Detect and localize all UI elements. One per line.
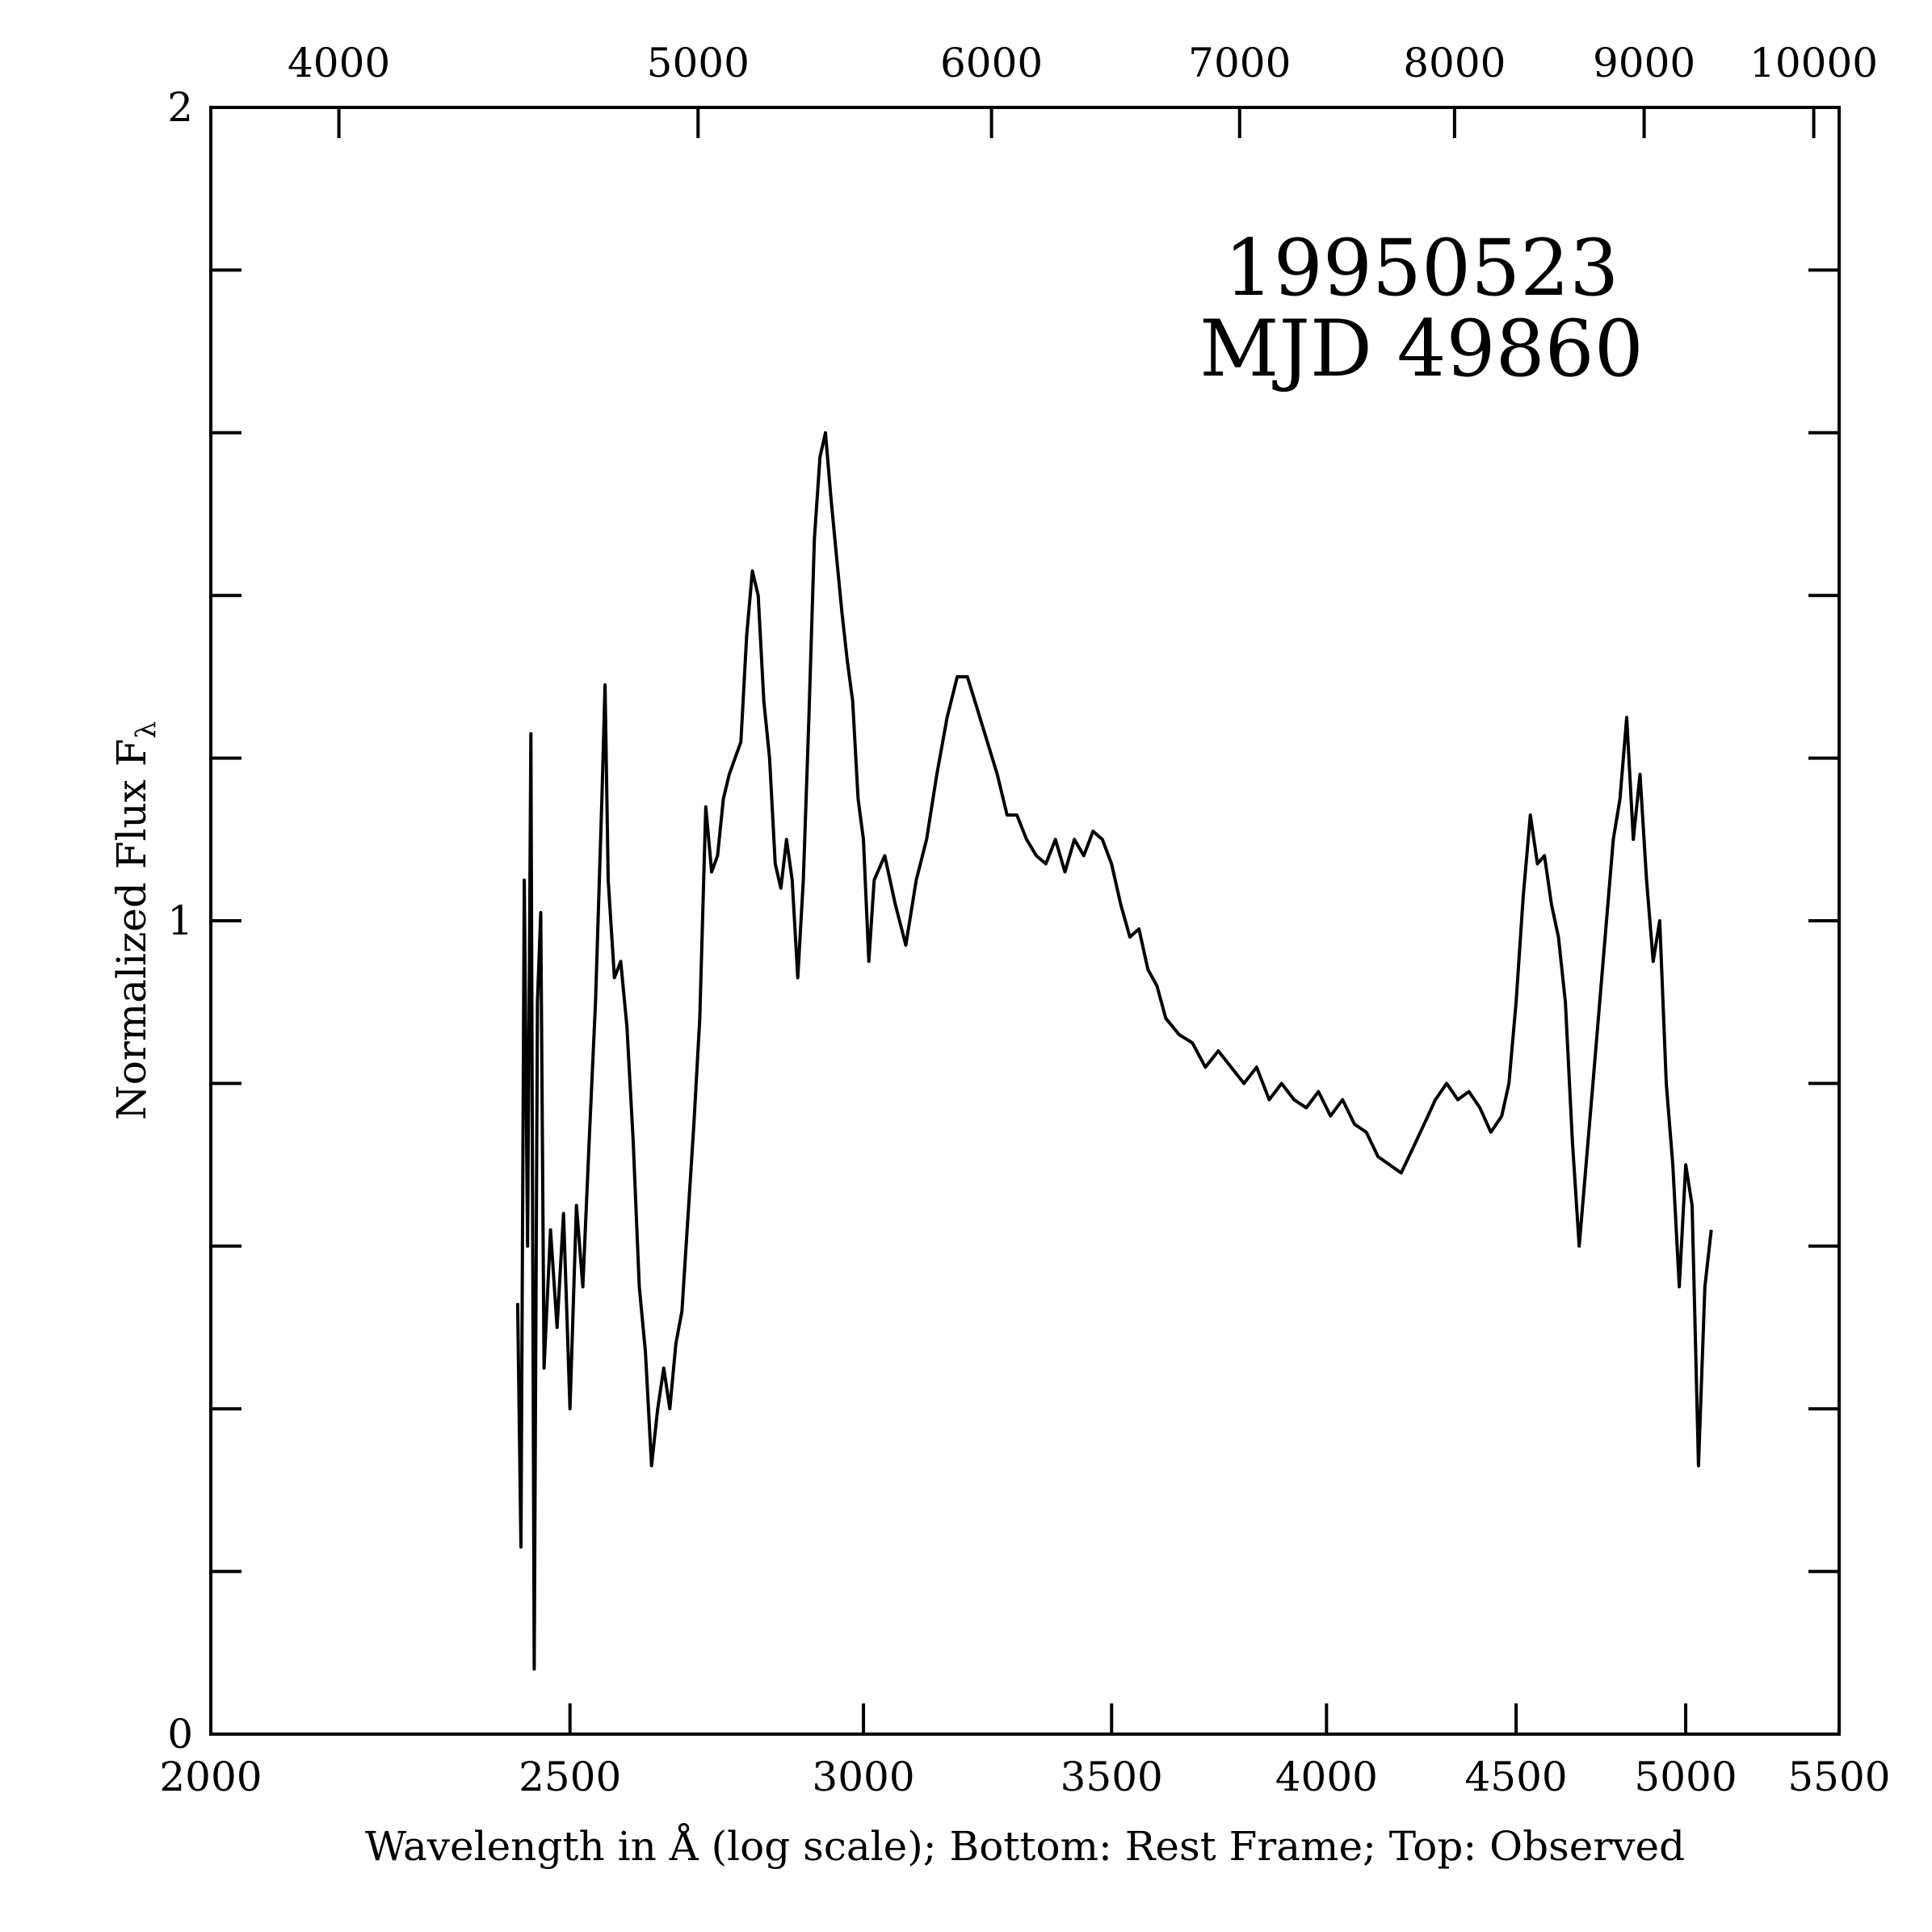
x2-tick-label: 5000: [647, 40, 750, 86]
y-tick-label: 2: [167, 84, 193, 131]
x2-tick-label: 4000: [288, 40, 390, 86]
spectrum-line: [515, 430, 1713, 1671]
x-tick-label: 5000: [1634, 1754, 1737, 1800]
y-axis-label-main: Normalized Flux F: [108, 739, 155, 1120]
x-tick-label: 4000: [1275, 1754, 1378, 1800]
x2-tick-label: 10000: [1749, 40, 1878, 86]
x-axis-label: Wavelength in Å (log scale); Bottom: Res…: [365, 1822, 1685, 1870]
y-tick-label: 1: [167, 897, 193, 944]
x2-tick-label: 8000: [1403, 40, 1506, 86]
x-tick-label: 3500: [1060, 1754, 1163, 1800]
x-tick-label: 4500: [1464, 1754, 1567, 1800]
x-tick-label: 2000: [159, 1754, 262, 1800]
x2-tick-label: 7000: [1188, 40, 1291, 86]
annotation: 19950523: [1224, 223, 1619, 313]
x-tick-label: 2500: [519, 1754, 621, 1800]
y-axis-label: Normalized Flux Fλ: [108, 721, 162, 1120]
y-tick-label: 0: [167, 1711, 193, 1758]
x2-tick-label: 9000: [1593, 40, 1695, 86]
y-axis-label-subscript: λ: [130, 721, 162, 739]
annotation: MJD 49860: [1199, 304, 1644, 394]
x2-tick-label: 6000: [940, 40, 1043, 86]
x-tick-label: 5500: [1787, 1754, 1890, 1800]
x-tick-label: 3000: [812, 1754, 914, 1800]
